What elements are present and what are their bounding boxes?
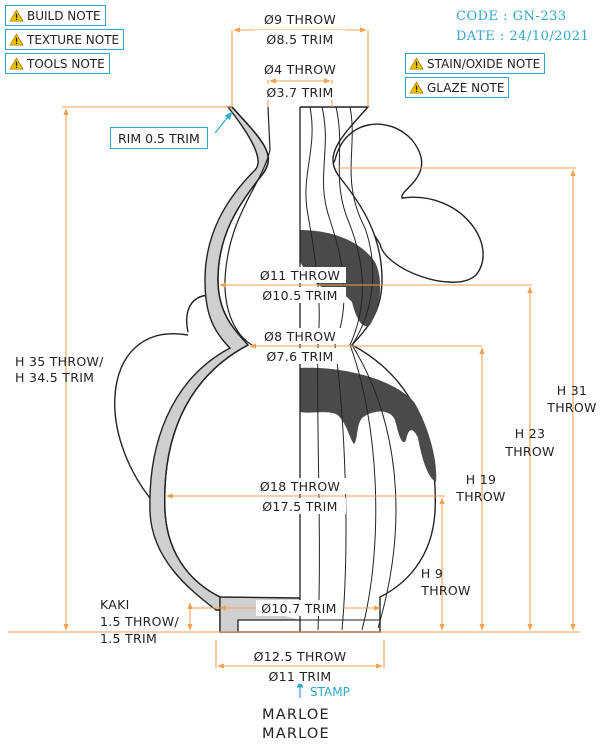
h9-line-2: THROW bbox=[420, 583, 470, 598]
rim-callout-leader bbox=[214, 111, 233, 134]
warning-triangle-icon bbox=[9, 33, 24, 46]
lower-bulb-trim-label: Ø17.5 TRIM bbox=[262, 499, 337, 514]
waist-throw-label: Ø8 THROW bbox=[264, 329, 336, 344]
neck-throw-label: Ø4 THROW bbox=[264, 62, 336, 77]
neck-trim-label: Ø3.7 TRIM bbox=[266, 85, 333, 100]
top-trim-label: Ø8.5 TRIM bbox=[266, 32, 333, 47]
h31-line-2: THROW bbox=[546, 400, 596, 415]
upper-bulb-throw-label: Ø11 THROW bbox=[260, 268, 340, 283]
kaki-line-2: 1.5 THROW/ bbox=[100, 614, 179, 629]
h23-line-1: H 23 bbox=[515, 426, 545, 441]
date-text: DATE : 24/10/2021 bbox=[456, 29, 590, 44]
lower-glaze-drip bbox=[300, 367, 437, 482]
flute-4 bbox=[349, 106, 397, 629]
kaki-line-1: KAKI bbox=[100, 597, 130, 612]
tools-note-label: TOOLS NOTE bbox=[27, 56, 105, 71]
h19-line-1: H 19 bbox=[466, 472, 496, 487]
lower-bulb-throw-label: Ø18 THROW bbox=[260, 479, 340, 494]
upper-bulb-trim-label: Ø10.5 TRIM bbox=[262, 288, 337, 303]
h31-line-1: H 31 bbox=[557, 383, 587, 398]
texture-note-button[interactable]: TEXTURE NOTE bbox=[5, 29, 125, 50]
total-height-line-1: H 35 THROW/ bbox=[15, 354, 104, 369]
stain-oxide-note-button[interactable]: STAIN/OXIDE NOTE bbox=[405, 53, 546, 74]
waist-trim-label: Ø7.6 TRIM bbox=[266, 349, 333, 364]
tools-note-button[interactable]: TOOLS NOTE bbox=[5, 53, 110, 74]
foot-trim-label: Ø10.7 TRIM bbox=[261, 601, 336, 616]
inner-profile-left bbox=[224, 106, 271, 346]
glaze-note-label: GLAZE NOTE bbox=[427, 80, 505, 95]
warning-triangle-icon bbox=[9, 9, 24, 22]
left-lower-handle bbox=[114, 333, 189, 516]
stain-oxide-note-label: STAIN/OXIDE NOTE bbox=[427, 56, 541, 71]
warning-triangle-icon bbox=[9, 57, 24, 70]
h23-line-2: THROW bbox=[504, 444, 554, 459]
rim-callout: RIM 0.5 TRIM bbox=[110, 127, 208, 149]
flute-3 bbox=[335, 106, 377, 631]
h9-line-1: H 9 bbox=[421, 566, 443, 581]
warning-triangle-icon bbox=[409, 81, 424, 94]
build-note-label: BUILD NOTE bbox=[27, 8, 101, 23]
base-throw-label: Ø12.5 THROW bbox=[254, 649, 347, 664]
outer-profile-left bbox=[164, 106, 300, 633]
total-height-line-2: H 34.5 TRIM bbox=[15, 370, 94, 385]
brand-stamp: MARLOE bbox=[262, 707, 330, 723]
base-trim-label: Ø11 TRIM bbox=[269, 669, 332, 684]
flute-1 bbox=[305, 106, 320, 631]
build-note-button[interactable]: BUILD NOTE bbox=[5, 5, 106, 26]
warning-triangle-icon bbox=[409, 57, 424, 70]
texture-note-label: TEXTURE NOTE bbox=[27, 32, 120, 47]
brand-name: MARLOE bbox=[262, 726, 330, 742]
kaki-line-3: 1.5 TRIM bbox=[100, 631, 157, 646]
top-throw-label: Ø9 THROW bbox=[264, 12, 336, 27]
h19-line-2: THROW bbox=[455, 489, 505, 504]
stamp-label: STAMP bbox=[310, 685, 350, 699]
code-text: CODE : GN-233 bbox=[456, 9, 567, 24]
glaze-note-button[interactable]: GLAZE NOTE bbox=[405, 77, 510, 98]
dimension-lines bbox=[8, 27, 580, 669]
